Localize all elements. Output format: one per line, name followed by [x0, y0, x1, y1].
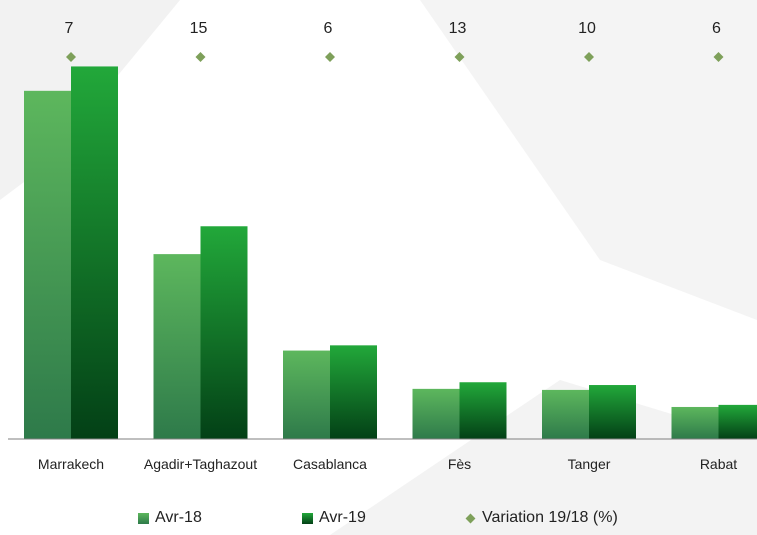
- x-tick-label: Casablanca: [293, 456, 367, 472]
- legend: Avr-18 Avr-19 Variation 19/18 (%): [0, 509, 757, 535]
- variation-data-label: 6: [712, 20, 721, 37]
- variation-marker: [713, 52, 724, 62]
- x-tick-label: Fès: [448, 456, 471, 472]
- variation-data-label: 13: [449, 20, 467, 37]
- variation-data-label: 6: [324, 20, 333, 37]
- bar-avr19-5: [718, 404, 757, 439]
- legend-item-avr18: Avr-18: [138, 509, 202, 527]
- variation-marker: [454, 52, 465, 62]
- bar-avr19-1: [200, 226, 248, 439]
- legend-item-avr19: Avr-19: [302, 509, 366, 527]
- variation-data-label: 7: [65, 20, 74, 37]
- variation-data-label: 10: [578, 20, 596, 37]
- x-tick-label: Tanger: [568, 456, 611, 472]
- x-tick-label: Rabat: [700, 456, 737, 472]
- bar-avr18-0: [24, 90, 71, 440]
- legend-label-avr18: Avr-18: [155, 509, 202, 526]
- bar-avr18-2: [283, 350, 330, 439]
- bar-avr18-4: [542, 389, 589, 439]
- variation-data-label: 15: [190, 20, 208, 37]
- variation-marker: [584, 52, 594, 62]
- variation-marker: [66, 52, 76, 62]
- bar-avr19-0: [71, 66, 118, 439]
- legend-label-variation: Variation 19/18 (%): [482, 509, 618, 526]
- variation-marker: [325, 52, 335, 62]
- legend-label-avr19: Avr-19: [319, 509, 366, 526]
- bar-avr18-5: [671, 406, 719, 439]
- bar-avr19-2: [330, 345, 377, 439]
- bar-avr18-3: [412, 388, 460, 439]
- x-tick-label: Marrakech: [38, 456, 104, 472]
- variation-marker: [195, 52, 206, 62]
- legend-item-variation: Variation 19/18 (%): [465, 509, 618, 527]
- legend-swatch-avr18: [138, 512, 149, 524]
- legend-swatch-avr19: [302, 512, 313, 524]
- x-tick-label: Agadir+Taghazout: [144, 456, 257, 472]
- legend-diamond-icon: [465, 513, 476, 523]
- bar-avr18-1: [153, 254, 201, 439]
- bar-avr19-4: [589, 385, 636, 439]
- bar-avr19-3: [459, 382, 507, 439]
